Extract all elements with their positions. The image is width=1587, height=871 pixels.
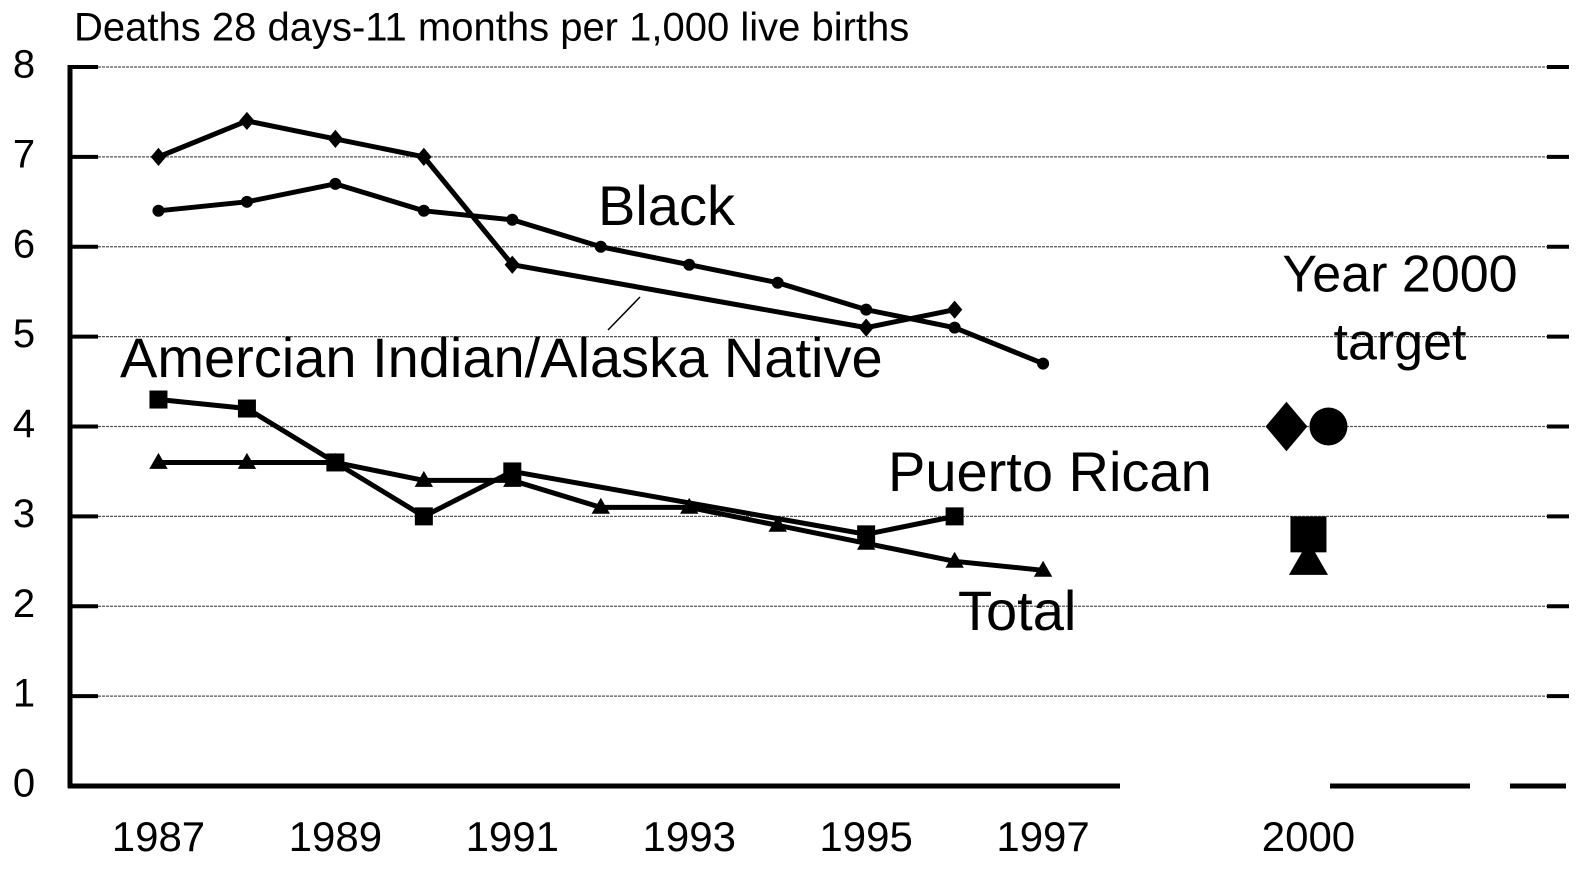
series-label: Black <box>598 174 736 237</box>
y-tick-label: 2 <box>13 582 35 626</box>
y-tick-label: 3 <box>13 492 35 536</box>
marker <box>860 303 873 316</box>
marker <box>414 470 434 487</box>
marker <box>948 321 961 334</box>
marker <box>945 551 964 568</box>
marker <box>683 258 696 271</box>
marker <box>594 240 607 253</box>
series-line <box>157 118 956 331</box>
marker <box>858 318 874 337</box>
series-label: Amercian Indian/Alaska Native <box>120 326 883 389</box>
marker <box>416 147 432 166</box>
x-tick-label: 1997 <box>996 813 1089 860</box>
marker <box>504 255 521 274</box>
chart-title: Deaths 28 days-11 months per 1,000 live … <box>74 6 909 50</box>
marker <box>591 497 610 514</box>
series-line <box>158 397 956 537</box>
y-tick-label: 7 <box>13 132 35 176</box>
marker <box>237 399 256 418</box>
series-label: Puerto Rican <box>888 440 1212 503</box>
x-tick-label: 1987 <box>112 813 205 860</box>
series-label: Total <box>958 579 1076 642</box>
marker <box>240 195 253 208</box>
marker <box>414 507 433 526</box>
marker <box>1309 407 1348 446</box>
x-tick-label: 1993 <box>643 813 736 860</box>
marker <box>506 213 519 226</box>
marker <box>326 452 345 469</box>
marker <box>1033 560 1053 577</box>
target-label: Year 2000 <box>1282 246 1517 304</box>
x-tick-label: 1991 <box>466 813 559 860</box>
marker <box>768 515 787 532</box>
y-tick-label: 0 <box>13 762 35 806</box>
marker <box>1037 357 1050 370</box>
marker <box>329 177 342 190</box>
target-label: target <box>1334 314 1468 372</box>
y-tick-label: 6 <box>13 222 35 266</box>
marker <box>239 111 255 131</box>
marker <box>856 533 876 550</box>
marker <box>237 452 257 469</box>
marker <box>149 452 168 469</box>
marker <box>946 300 963 319</box>
marker <box>945 507 964 526</box>
y-tick-label: 1 <box>13 672 35 716</box>
marker <box>149 390 168 409</box>
y-tick-label: 8 <box>13 43 35 87</box>
marker <box>680 497 699 514</box>
x-tick-label: 1995 <box>819 813 912 860</box>
marker <box>503 470 522 487</box>
x-tick-label: 1989 <box>289 813 382 860</box>
leader-line <box>607 296 641 331</box>
marker <box>1288 540 1329 575</box>
y-tick-label: 5 <box>13 312 35 356</box>
marker <box>152 204 165 217</box>
marker <box>771 276 784 289</box>
marker <box>1265 401 1308 452</box>
marker <box>150 147 167 166</box>
marker <box>327 129 344 148</box>
x-tick-label: 2000 <box>1262 813 1355 860</box>
marker <box>417 204 430 217</box>
y-tick-label: 4 <box>13 402 35 446</box>
